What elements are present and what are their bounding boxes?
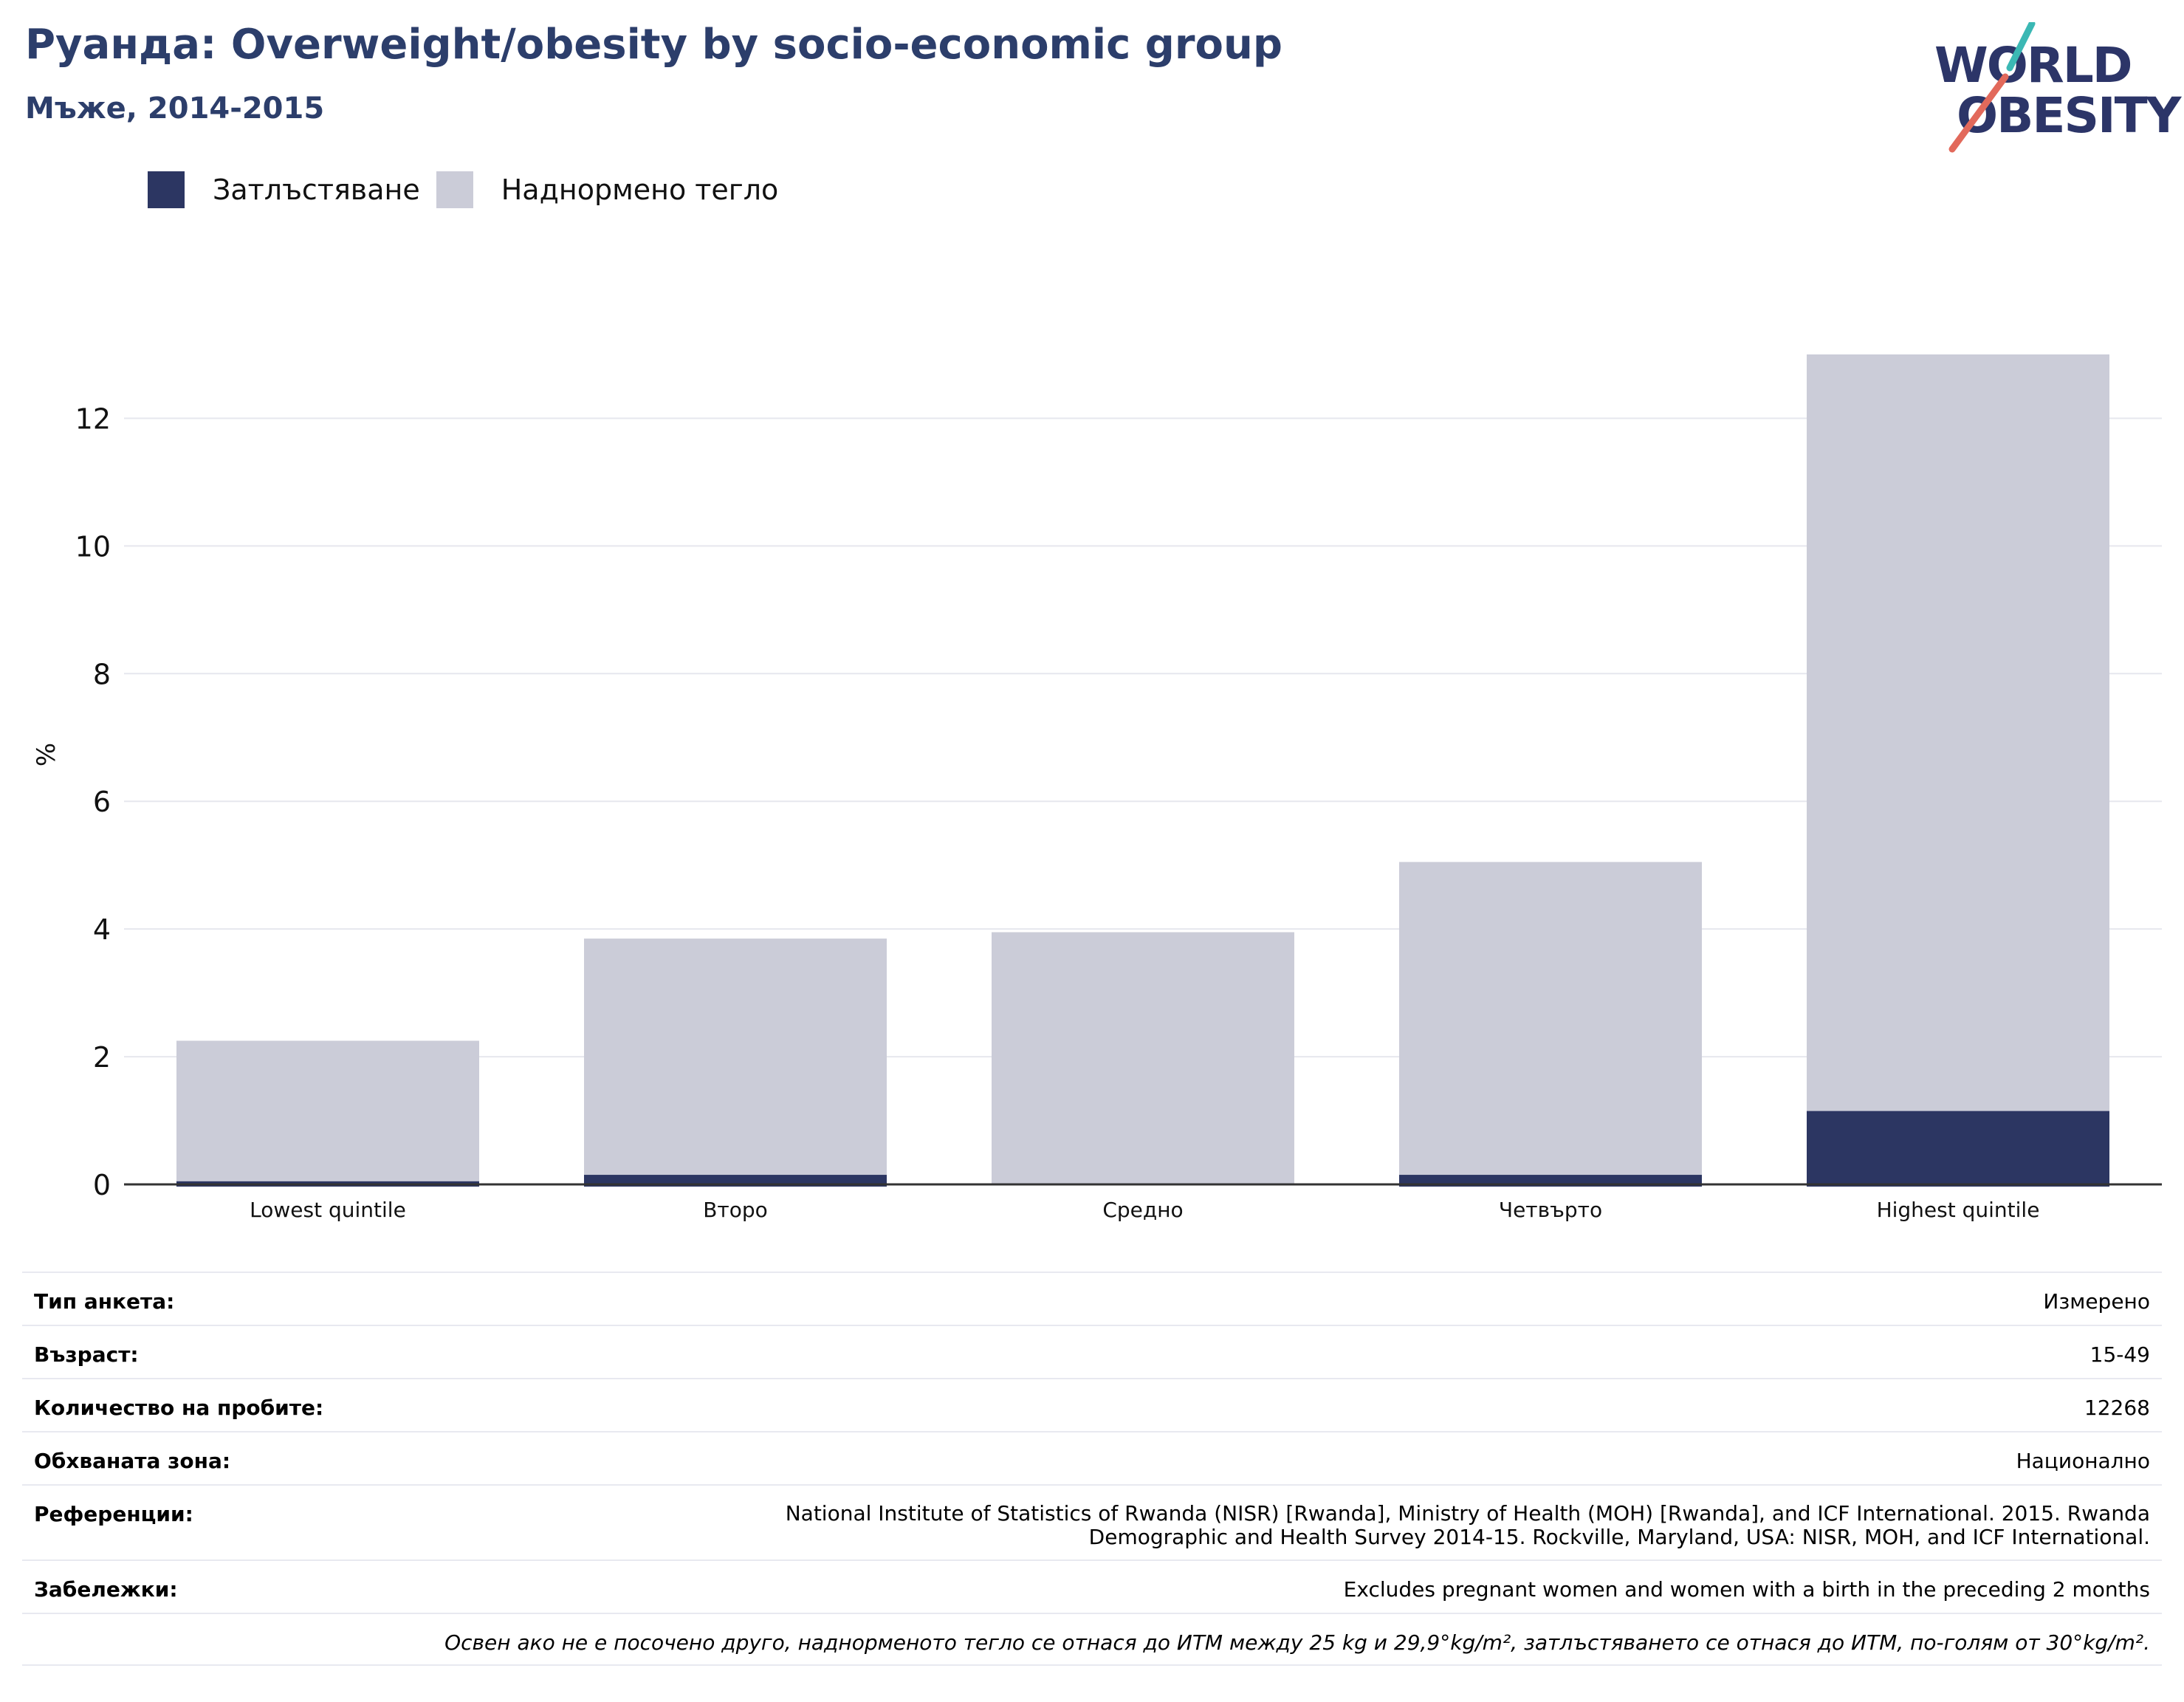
info-key: Забележки: xyxy=(34,1577,178,1602)
legend-label-overweight: Наднормено тегло xyxy=(501,174,779,206)
y-tick-label: 8 xyxy=(93,658,111,690)
info-value: 15-49 xyxy=(2089,1342,2150,1367)
info-key: Тип анкета: xyxy=(34,1289,175,1314)
y-axis-label: % xyxy=(32,743,61,766)
info-value: Национално xyxy=(2016,1449,2150,1473)
bar-overweight xyxy=(992,932,1294,1184)
world-obesity-logo: WORLD OBESITY xyxy=(1927,22,2181,155)
x-tick-label: Lowest quintile xyxy=(250,1198,406,1222)
info-value: Измерено xyxy=(2043,1289,2150,1314)
bar-chart: 0 2 4 6 8 10 12% Lowest quintile Второ Средно Четв… xyxy=(32,354,2162,1222)
legend-item-obesity[interactable]: Затлъстяване xyxy=(148,171,420,208)
info-key: Възраст: xyxy=(34,1342,139,1367)
info-key: Обхваната зона: xyxy=(34,1449,231,1473)
info-row-references: Референции: National Institute of Statis… xyxy=(22,1484,2162,1559)
info-row-sample-size: Количество на пробите: 12268 xyxy=(22,1378,2162,1431)
x-tick-label: Средно xyxy=(1102,1198,1183,1222)
info-row-age: Възраст: 15-49 xyxy=(22,1325,2162,1378)
info-value: 12268 xyxy=(2084,1396,2150,1420)
y-tick-label: 4 xyxy=(93,913,111,946)
bar-obesity xyxy=(1807,1111,2109,1187)
legend-label-obesity: Затлъстяване xyxy=(213,174,420,206)
page-subtitle: Мъже, 2014-2015 xyxy=(25,92,325,126)
info-row-survey-type: Тип анкета: Измерено xyxy=(22,1272,2162,1325)
info-table: Тип анкета: Измерено Възраст: 15-49 Коли… xyxy=(22,1272,2162,1666)
bar-overweight xyxy=(584,938,887,1176)
logo-line-1: WORLD xyxy=(1934,37,2133,94)
logo-slash-icon xyxy=(1948,22,2036,153)
legend-swatch-obesity xyxy=(148,171,185,208)
y-tick-label: 10 xyxy=(75,530,111,563)
bar-overweight xyxy=(1807,354,2109,1111)
info-row-area-covered: Обхваната зона: Национално xyxy=(22,1431,2162,1484)
info-key: Референции: xyxy=(34,1502,193,1526)
page-title: Руанда: Overweight/obesity by socio-econ… xyxy=(25,21,1282,69)
legend-item-overweight[interactable]: Наднормено тегло xyxy=(436,171,779,208)
info-value: National Institute of Statistics of Rwan… xyxy=(785,1501,2150,1549)
chart-legend: Затлъстяване Наднормено тегло xyxy=(148,170,794,210)
y-tick-label: 6 xyxy=(93,786,111,818)
info-key: Количество на пробите: xyxy=(34,1396,324,1420)
y-tick-label: 2 xyxy=(93,1041,111,1074)
x-tick-label: Второ xyxy=(703,1198,768,1222)
x-tick-label: Highest quintile xyxy=(1877,1198,2040,1222)
x-tick-label: Четвърто xyxy=(1499,1198,1602,1222)
info-row-notes: Забележки: Excludes pregnant women and w… xyxy=(22,1559,2162,1613)
definition-note: Освен ако не е посочено друго, наднормен… xyxy=(444,1630,2150,1655)
info-value: Excludes pregnant women and women with a… xyxy=(1343,1577,2150,1602)
bar-overweight xyxy=(176,1040,479,1181)
bar-overweight xyxy=(1399,862,1702,1176)
info-row-definition-note: Освен ако не е посочено друго, наднормен… xyxy=(22,1613,2162,1666)
y-tick-label: 12 xyxy=(75,402,111,435)
y-tick-label: 0 xyxy=(93,1169,111,1201)
legend-swatch-overweight xyxy=(436,171,473,208)
